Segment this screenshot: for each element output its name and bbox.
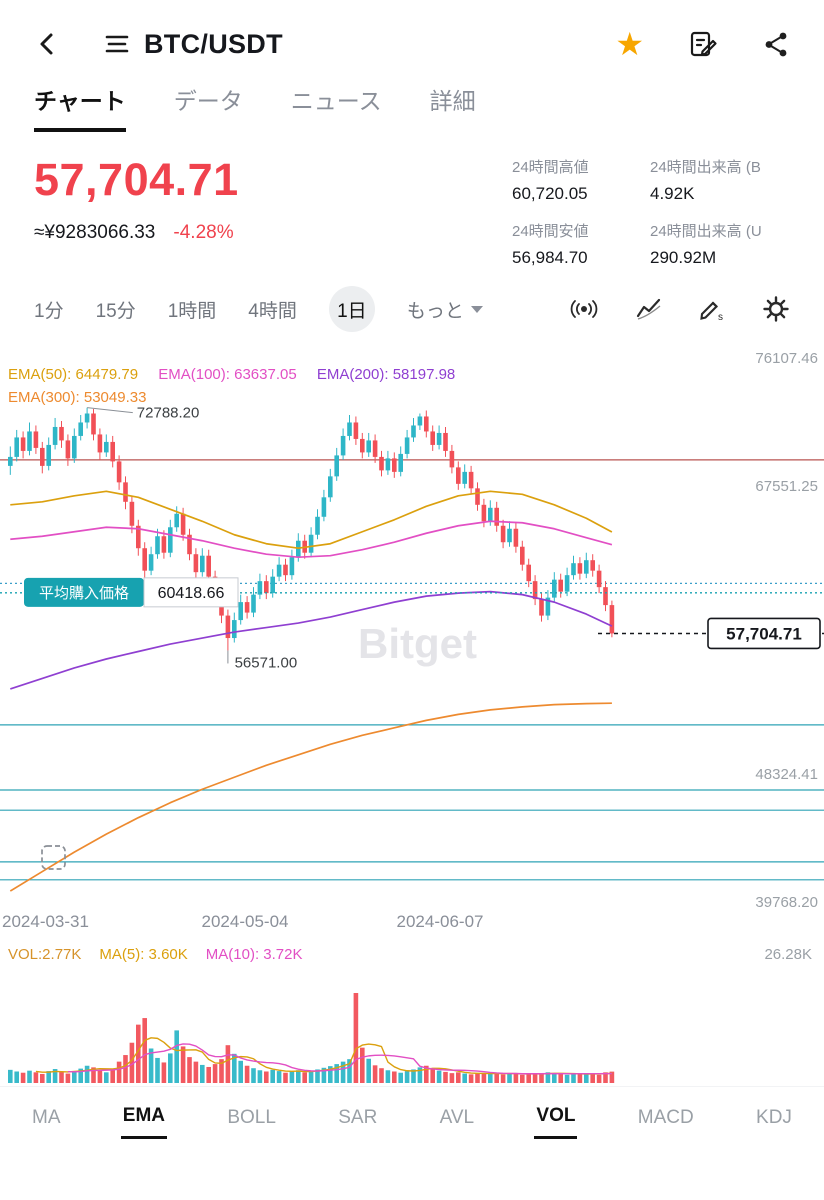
tab-news[interactable]: ニュース [290, 88, 382, 114]
settings-gear-icon[interactable] [762, 295, 790, 323]
vol-ma10-label: MA(10): 3.72K [205, 945, 303, 963]
app-header: BTC/USDT ★ [0, 0, 824, 72]
indicator-tab-vol[interactable]: VOL [534, 1090, 578, 1139]
contract-edit-icon[interactable] [688, 29, 718, 59]
svg-text:60418.66: 60418.66 [158, 585, 225, 602]
price-block: 57,704.71 ≈¥9283066.33 -4.28% [34, 154, 239, 268]
svg-text:57,704.71: 57,704.71 [726, 624, 802, 643]
svg-text:67551.25: 67551.25 [755, 478, 818, 495]
price-alert-icon[interactable] [568, 297, 600, 321]
timeframe-1m[interactable]: 1分 [34, 300, 64, 322]
timeframe-1d[interactable]: 1日 [328, 286, 375, 332]
price-panel: 57,704.71 ≈¥9283066.33 -4.28% 24時間高値 60,… [0, 132, 824, 274]
section-tabs: チャート データ ニュース 詳細 [0, 72, 824, 132]
stat-high: 24時間高値 60,720.05 [512, 159, 589, 203]
stats-grid: 24時間高値 60,720.05 24時間出来高 (B 4.92K 24時間安値… [512, 154, 824, 268]
indicator-tab-avl[interactable]: AVL [439, 1106, 475, 1128]
indicator-tab-sar[interactable]: SAR [338, 1106, 378, 1128]
date-axis: 2024-03-31 2024-05-04 2024-06-07 [0, 910, 824, 940]
candlestick-chart[interactable]: Bitget 平均購入価格 60418.66 57,704.71 72788.20 565… [0, 340, 824, 910]
pairs-menu-icon[interactable] [104, 32, 130, 56]
favorite-star-icon[interactable]: ★ [615, 26, 644, 62]
svg-text:39768.20: 39768.20 [755, 894, 818, 910]
indicator-tab-kdj[interactable]: KDJ [756, 1106, 792, 1128]
timeframe-bar: 1分 15分 1時間 4時間 1日 もっと s [0, 274, 824, 340]
tab-chart[interactable]: チャート [34, 82, 126, 132]
pair-title: BTC/USDT [144, 28, 283, 59]
stat-volume-base: 24時間出来高 (B 4.92K [650, 159, 761, 203]
stat-low: 24時間安値 56,984.70 [512, 223, 589, 267]
axis-date: 2024-05-04 [201, 912, 289, 931]
vol-ma5-label: MA(5): 3.60K [99, 945, 188, 963]
svg-text:72788.20: 72788.20 [137, 405, 200, 422]
volume-axis-max: 26.28K [764, 945, 812, 963]
svg-text:s: s [718, 312, 723, 322]
vol-label: VOL:2.77K [8, 945, 82, 963]
timeframe-15m[interactable]: 15分 [95, 300, 136, 322]
timeframe-4h[interactable]: 4時間 [248, 300, 297, 322]
tab-detail[interactable]: 詳細 [429, 88, 476, 114]
share-icon[interactable] [762, 30, 790, 58]
timeframe-more[interactable]: もっと [407, 296, 483, 323]
indicator-tab-ma[interactable]: MA [32, 1106, 61, 1128]
svg-text:平均購入価格: 平均購入価格 [39, 585, 129, 602]
draw-tool-icon[interactable]: s [698, 296, 726, 322]
indicator-tab-macd[interactable]: MACD [637, 1106, 694, 1128]
timeframe-1h[interactable]: 1時間 [167, 300, 217, 322]
chart-style-icon[interactable] [636, 297, 662, 321]
change-percent: -4.28% [173, 222, 234, 243]
svg-text:48324.41: 48324.41 [755, 766, 818, 783]
axis-date: 2024-06-07 [396, 912, 484, 931]
chart-area: Bitget 平均購入価格 60418.66 57,704.71 72788.20 565… [0, 340, 824, 910]
svg-text:56571.00: 56571.00 [235, 654, 298, 671]
indicator-tabs: MA EMA BOLL SAR AVL VOL MACD KDJ [0, 1086, 824, 1142]
volume-area [0, 966, 824, 1086]
chevron-down-icon [470, 305, 483, 313]
svg-text:Bitget: Bitget [358, 620, 477, 667]
axis-date: 2024-03-31 [2, 912, 89, 931]
volume-chart[interactable] [0, 966, 824, 1086]
indicator-tab-boll[interactable]: BOLL [227, 1106, 276, 1128]
stat-volume-quote: 24時間出来高 (U 290.92M [650, 223, 762, 267]
volume-header: VOL:2.77K MA(5): 3.60K MA(10): 3.72K 26.… [0, 940, 824, 966]
back-icon[interactable] [34, 30, 62, 58]
last-price: 57,704.71 [34, 154, 239, 205]
tab-data[interactable]: データ [173, 88, 243, 114]
indicator-tab-ema[interactable]: EMA [120, 1090, 168, 1139]
svg-text:76107.46: 76107.46 [755, 350, 818, 367]
fiat-price: ≈¥9283066.33 [34, 222, 156, 243]
